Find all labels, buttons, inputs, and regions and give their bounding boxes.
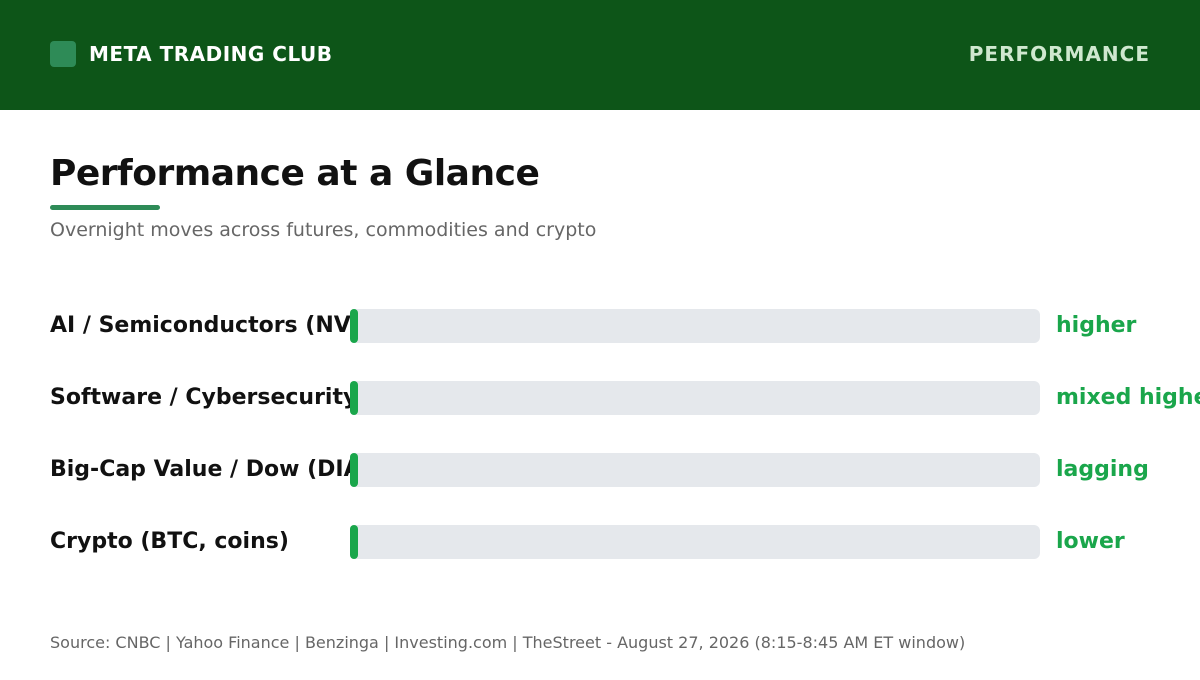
bar-category-label: Software / Cybersecurity ( <box>50 385 350 410</box>
bar-row: Crypto (BTC, coins) lower <box>0 524 1200 560</box>
section-label: PERFORMANCE <box>968 42 1150 66</box>
brand-logo-icon <box>50 41 76 67</box>
source-footer: Source: CNBC | Yahoo Finance | Benzinga … <box>50 633 966 652</box>
bar-fill <box>350 309 358 343</box>
chart-title: Performance at a Glance <box>50 153 540 194</box>
bar-track <box>350 453 1040 487</box>
bar-row: AI / Semiconductors (NVDA higher <box>0 308 1200 344</box>
bar-category-label: AI / Semiconductors (NVDA <box>50 313 350 338</box>
bar-row: Big-Cap Value / Dow (DIA, lagging <box>0 452 1200 488</box>
bar-value-label: lower <box>1056 529 1125 554</box>
bar-value-label: mixed higher <box>1056 385 1200 410</box>
bar-category-label: Crypto (BTC, coins) <box>50 529 289 554</box>
bar-row: Software / Cybersecurity ( mixed higher <box>0 380 1200 416</box>
bar-value-label: lagging <box>1056 457 1149 482</box>
brand-name: META TRADING CLUB <box>89 42 333 66</box>
bar-fill <box>350 381 358 415</box>
title-underline <box>50 205 160 210</box>
bar-fill <box>350 453 358 487</box>
bar-track <box>350 381 1040 415</box>
chart-subtitle: Overnight moves across futures, commodit… <box>50 219 597 241</box>
header-bar: META TRADING CLUB PERFORMANCE <box>0 0 1200 110</box>
bar-fill <box>350 525 358 559</box>
bar-category-label: Big-Cap Value / Dow (DIA, <box>50 457 350 482</box>
bar-value-label: higher <box>1056 313 1137 338</box>
bar-track <box>350 525 1040 559</box>
bar-track <box>350 309 1040 343</box>
